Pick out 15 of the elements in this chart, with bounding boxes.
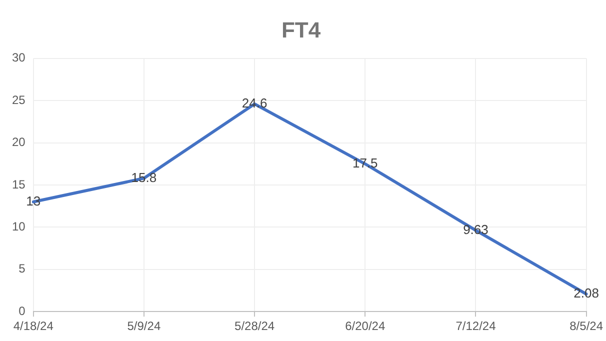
y-tick-label: 5	[18, 262, 26, 276]
y-tick-label: 30	[12, 50, 26, 65]
x-tick-label: 4/18/24	[13, 319, 54, 334]
data-label: 2.08	[574, 286, 599, 301]
y-tick-label: 10	[12, 220, 26, 234]
x-tick-label: 5/28/24	[234, 319, 275, 334]
x-tick-label: 8/5/24	[570, 319, 604, 334]
x-tick-label: 6/20/24	[345, 319, 386, 334]
y-tick-label: 25	[12, 92, 26, 107]
x-tick-label: 7/12/24	[456, 319, 496, 334]
y-tick-label: 15	[12, 177, 26, 192]
y-tick-label: 20	[12, 135, 26, 150]
x-tick-label: 5/9/24	[127, 319, 161, 334]
chart-title: FT4	[281, 17, 322, 42]
y-tick-label: 0	[18, 304, 26, 318]
